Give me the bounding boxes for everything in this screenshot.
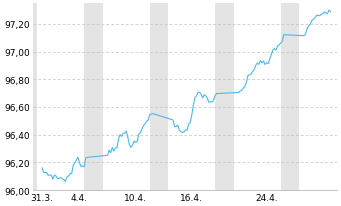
Bar bbox=[28, 4, 38, 190]
Bar bbox=[150, 4, 168, 190]
Bar bbox=[28, 4, 38, 190]
Bar bbox=[281, 4, 299, 190]
Bar bbox=[215, 4, 234, 190]
Bar bbox=[84, 4, 103, 190]
